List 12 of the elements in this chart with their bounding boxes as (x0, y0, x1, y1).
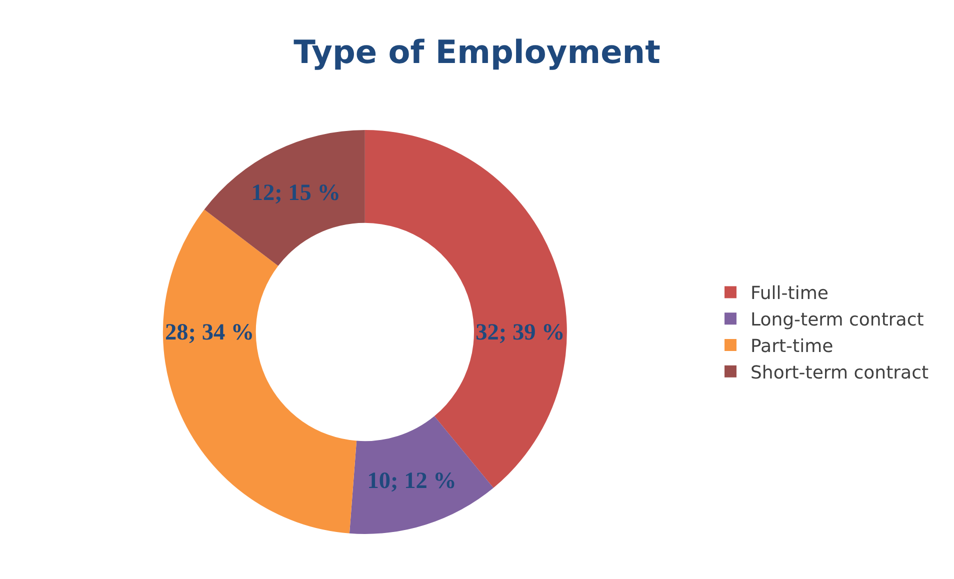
data-label: 28; 34 % (165, 320, 254, 346)
donut-slice (162, 210, 357, 534)
legend-label: Part-time (750, 336, 834, 358)
donut-slice (204, 130, 365, 266)
chart-title: Type of Employment (294, 32, 660, 71)
legend-label: Short-term contract (750, 362, 929, 384)
legend-label: Full-time (750, 283, 828, 304)
data-label: 12; 15 % (251, 180, 340, 206)
donut-slice (349, 416, 494, 534)
data-label: 32; 39 % (476, 320, 565, 346)
data-label: 10; 12 % (367, 468, 456, 494)
legend-label: Long-term contract (750, 310, 924, 331)
